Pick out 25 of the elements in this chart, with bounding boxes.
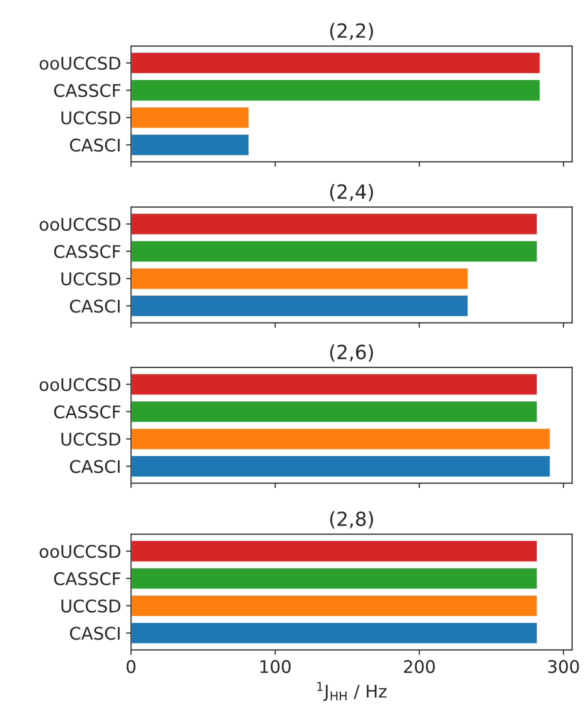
y-tick-label: UCCSD (61, 432, 120, 446)
x-tick-label: 200 (404, 660, 435, 674)
x-tick-label: 0 (126, 660, 136, 674)
chart-title: (2,6) (330, 344, 373, 362)
chart-title: (2,8) (330, 511, 373, 528)
x-tick-label: 300 (548, 660, 579, 674)
y-tick-label: ooUCCSD (40, 544, 120, 558)
y-tick-label: CASSCF (54, 84, 120, 98)
y-tick-label: CASSCF (54, 572, 120, 586)
y-tick-label: UCCSD (61, 272, 120, 286)
x-axis-title: $^{1}$J$_{HH}$ / Hz (317, 682, 387, 702)
y-tick-label: CASSCF (54, 405, 120, 418)
y-tick-label: ooUCCSD (40, 56, 120, 70)
y-tick-label: CASCI (70, 300, 120, 313)
y-tick-label: CASCI (70, 138, 120, 152)
chart-title: (2,2) (330, 22, 373, 40)
y-tick-label: CASSCF (54, 245, 120, 258)
y-tick-label: CASCI (70, 626, 120, 640)
y-tick-label: CASCI (70, 460, 120, 474)
y-tick-label: UCCSD (61, 111, 120, 124)
y-tick-label: ooUCCSD (40, 218, 120, 231)
x-tick-label: 100 (260, 660, 291, 674)
chart-title: (2,4) (330, 184, 373, 202)
y-tick-label: UCCSD (61, 599, 120, 613)
y-tick-label: ooUCCSD (40, 378, 120, 392)
